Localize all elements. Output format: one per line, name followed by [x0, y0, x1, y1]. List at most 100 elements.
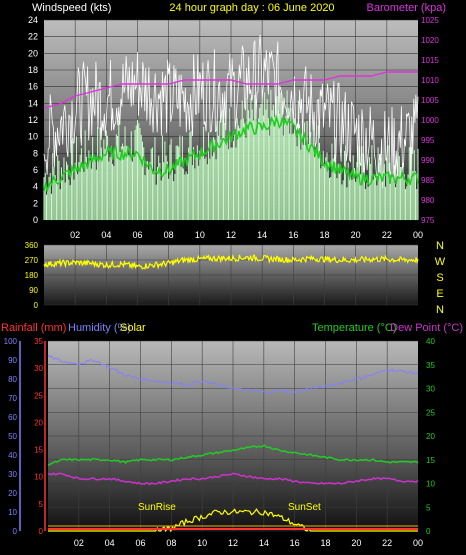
x-tick-label: 10 — [195, 230, 205, 240]
baro-tick-label: 1015 — [421, 56, 439, 65]
baro-tick-label: 975 — [421, 216, 435, 225]
wind-tick-label: 18 — [28, 65, 38, 75]
baro-tick-label: 980 — [421, 196, 435, 205]
direction-tick-label: 0 — [34, 301, 39, 310]
humidity-tick-label: 60 — [8, 413, 17, 422]
x-tick-label: 10 — [197, 538, 207, 548]
humidity-ticks: 0 10 20 30 40 50 60 70 80 90 100 — [4, 337, 20, 536]
humidity-tick-label: 70 — [8, 394, 17, 403]
rain-tick-label: 10 — [34, 473, 43, 482]
wind-tick-label: 0 — [33, 215, 38, 225]
humidity-tick-label: 0 — [13, 527, 18, 536]
x-tick-label: 04 — [105, 538, 115, 548]
baro-tick-label: 1010 — [421, 76, 439, 85]
compass-label: E — [436, 288, 443, 300]
temp-right-ticks: 0 5 10 15 20 25 30 35 40 — [426, 337, 435, 536]
compass-label: S — [436, 272, 443, 284]
temp-tick-label: 20 — [426, 432, 435, 441]
x-tick-label: 22 — [382, 230, 392, 240]
humidity-tick-label: 10 — [8, 508, 17, 517]
wind-tick-label: 20 — [28, 48, 38, 58]
x-tick-label: 20 — [351, 538, 361, 548]
x-tick-label: 08 — [164, 230, 174, 240]
rain-tick-label: 0 — [39, 527, 44, 536]
x-tick-label: 16 — [290, 538, 300, 548]
x-tick-label: 06 — [135, 538, 145, 548]
x-ticks-bottom: 02 04 06 08 10 12 14 16 18 20 22 00 — [74, 538, 423, 548]
temp-tick-label: 15 — [426, 456, 435, 465]
temp-tick-label: 25 — [426, 408, 435, 417]
compass-label: N — [436, 304, 444, 316]
wind-tick-label: 12 — [28, 115, 38, 125]
wind-tick-label: 2 — [33, 198, 38, 208]
x-tick-label: 08 — [166, 538, 176, 548]
x-ticks-top: 02 04 06 08 10 12 14 16 18 20 22 00 — [70, 230, 423, 240]
humidity-tick-label: 30 — [8, 470, 17, 479]
sunrise-label: SunRise — [138, 502, 176, 513]
wind-tick-label: 4 — [33, 182, 38, 192]
baro-tick-label: 985 — [421, 176, 435, 185]
temp-tick-label: 10 — [426, 480, 435, 489]
header-left-title: Windspeed (kts) — [32, 2, 111, 14]
direction-tick-label: 180 — [25, 271, 39, 280]
temp-tick-label: 40 — [426, 337, 435, 346]
x-tick-label: 18 — [320, 538, 330, 548]
direction-left-ticks: 0 90 180 270 360 — [25, 241, 39, 310]
humidity-tick-label: 80 — [8, 375, 17, 384]
x-tick-label: 14 — [259, 538, 269, 548]
temp-tick-label: 35 — [426, 361, 435, 370]
humidity-tick-label: 90 — [8, 356, 17, 365]
direction-tick-label: 270 — [25, 256, 39, 265]
temp-tick-label: 0 — [426, 527, 431, 536]
dew-point-label: Dew Point (°C) — [390, 322, 463, 334]
baro-tick-label: 1025 — [421, 16, 439, 25]
rainfall-label: Rainfall (mm) — [1, 322, 66, 334]
wind-tick-label: 8 — [33, 148, 38, 158]
humidity-tick-label: 20 — [8, 489, 17, 498]
sunset-label: SunSet — [288, 502, 321, 513]
rain-tick-label: 25 — [34, 391, 43, 400]
rain-ticks: 0 5 10 15 20 25 30 35 — [34, 337, 45, 536]
direction-tick-label: 90 — [29, 286, 38, 295]
x-tick-label: 02 — [74, 538, 84, 548]
x-tick-label: 04 — [101, 230, 111, 240]
temp-tick-label: 5 — [426, 503, 431, 512]
x-tick-label: 12 — [226, 230, 236, 240]
baro-tick-label: 990 — [421, 156, 435, 165]
baro-right-ticks: 975 980 985 990 995 1000 1005 1010 1015 1020 1025 — [421, 16, 439, 225]
x-tick-label: 18 — [319, 230, 329, 240]
baro-tick-label: 1005 — [421, 96, 439, 105]
humidity-tick-label: 40 — [8, 451, 17, 460]
wind-tick-label: 24 — [28, 15, 38, 25]
x-tick-label: 12 — [228, 538, 238, 548]
compass-label: W — [435, 256, 446, 268]
wind-tick-label: 10 — [28, 132, 38, 142]
x-tick-label: 02 — [70, 230, 80, 240]
baro-tick-label: 995 — [421, 136, 435, 145]
x-tick-label: 06 — [132, 230, 142, 240]
rain-tick-label: 30 — [34, 364, 43, 373]
rain-tick-label: 5 — [39, 500, 44, 509]
compass-label: N — [436, 240, 444, 252]
baro-tick-label: 1000 — [421, 116, 439, 125]
temp-panel: 0 10 20 30 40 50 60 70 80 90 100 0 5 10 15 20 25 30 35 0 5… — [4, 337, 436, 536]
x-tick-label: 16 — [288, 230, 298, 240]
wind-tick-label: 6 — [33, 165, 38, 175]
rain-tick-label: 20 — [34, 418, 43, 427]
humidity-tick-label: 100 — [4, 337, 18, 346]
rain-tick-label: 15 — [34, 446, 43, 455]
compass-labels: NWSEN — [435, 240, 446, 316]
wind-tick-label: 14 — [28, 98, 38, 108]
x-tick-label: 20 — [351, 230, 361, 240]
x-tick-label: 00 — [413, 230, 423, 240]
direction-tick-label: 360 — [25, 241, 39, 250]
humidity-tick-label: 50 — [8, 432, 17, 441]
solar-label: Solar — [120, 322, 146, 334]
temp-tick-label: 30 — [426, 385, 435, 394]
x-tick-label: 00 — [413, 538, 423, 548]
header-center-title: 24 hour graph day : 06 June 2020 — [169, 2, 334, 14]
